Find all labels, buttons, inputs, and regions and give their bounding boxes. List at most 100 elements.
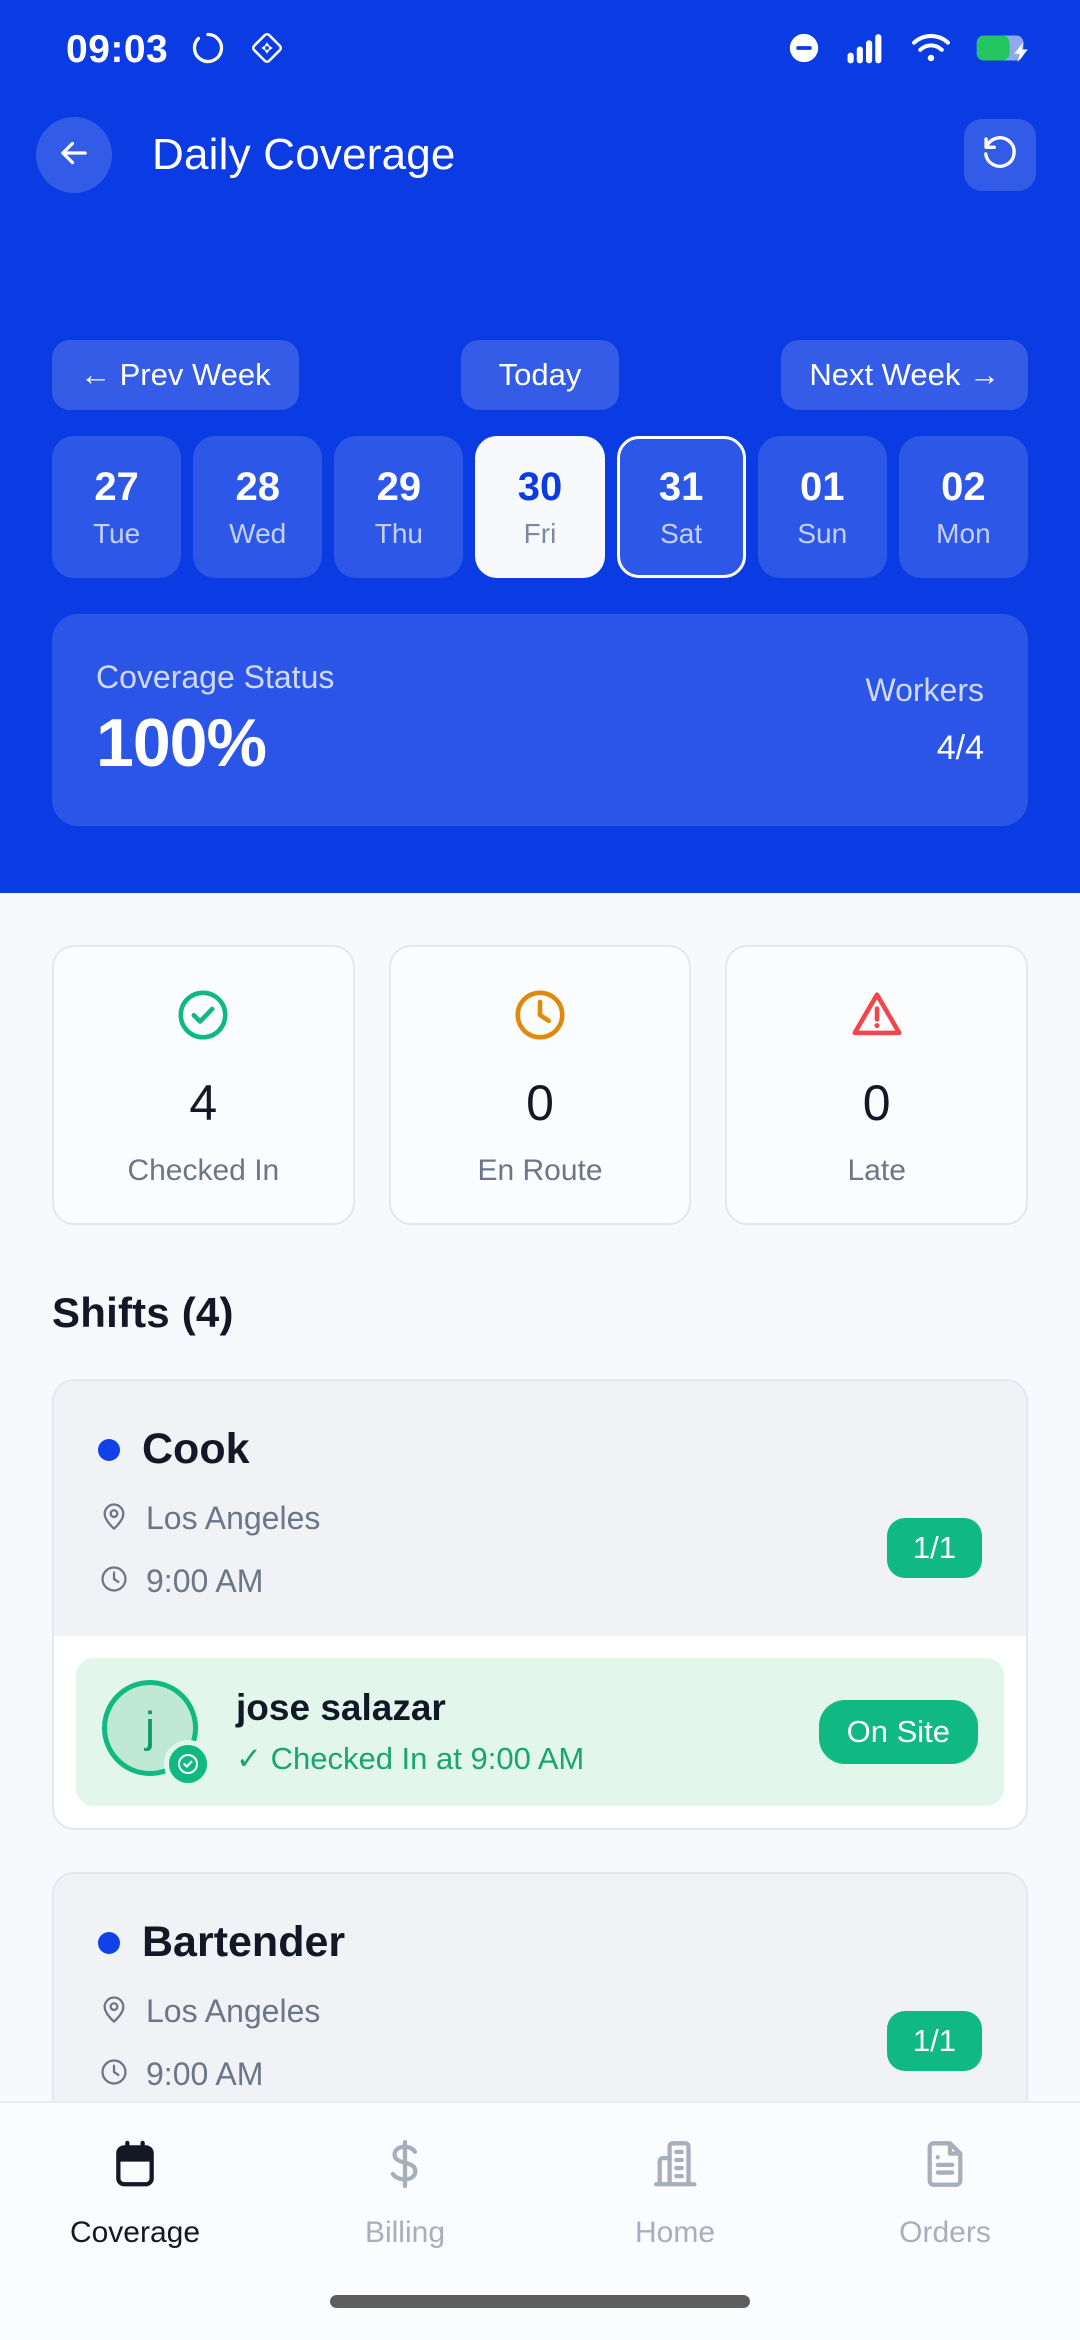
nav-label: Coverage <box>69 2215 201 2249</box>
shift-header[interactable]: Bartender Los Angeles 9:00 AM 1/1 <box>54 1874 1026 2101</box>
shift-card[interactable]: Cook Los Angeles 9:00 AM 1/1 j jose salazar ✓ … <box>52 1379 1028 1830</box>
dollar-icon <box>378 2137 432 2196</box>
nav-label: Home <box>634 2215 716 2249</box>
date-cell-02[interactable]: 02 Mon <box>898 436 1028 578</box>
coverage-left: Coverage Status 100% <box>96 659 334 782</box>
refresh-button[interactable] <box>964 119 1036 191</box>
workers-label: Workers <box>865 672 984 708</box>
status-bar-right <box>787 31 1032 70</box>
nav-item-orders[interactable]: Orders <box>810 2137 1080 2250</box>
building-icon <box>648 2137 702 2196</box>
stat-label: En Route <box>477 1154 603 1187</box>
shift-fill-ratio-badge: 1/1 <box>886 1518 982 1578</box>
wifi-icon <box>911 32 951 69</box>
week-navigation: ← Prev Week Today Next Week → <box>0 340 1080 410</box>
bottom-navigation: Coverage Billing Home Orders <box>0 2101 1080 2340</box>
date-number: 30 <box>517 464 563 509</box>
worker-checkin-status: ✓ Checked In at 9:00 AM <box>236 1741 585 1776</box>
content-scroll-area[interactable]: 4 Checked In 0 En Route 0 Late Shifts (4) Coo… <box>0 893 1080 2101</box>
shift-status-dot <box>98 1931 120 1954</box>
workers-value: 4/4 <box>936 729 984 767</box>
loading-spinner-icon <box>190 30 226 71</box>
shift-fill-ratio-badge: 1/1 <box>886 2011 982 2071</box>
shift-time: 9:00 AM <box>146 2056 264 2092</box>
stat-value: 0 <box>526 1075 554 1131</box>
shift-location-row: Los Angeles <box>98 1500 982 1537</box>
location-pin-icon <box>98 1993 130 2030</box>
date-cell-29[interactable]: 29 Thu <box>334 436 464 578</box>
app-header: Daily Coverage <box>0 100 1080 210</box>
date-number: 01 <box>800 464 845 509</box>
home-indicator <box>330 2295 750 2308</box>
stat-value: 0 <box>862 1075 891 1131</box>
stat-card-checked-in[interactable]: 4 Checked In <box>52 945 355 1225</box>
nav-item-billing[interactable]: Billing <box>270 2137 540 2250</box>
coverage-status-label: Coverage Status <box>96 658 335 695</box>
checked-in-badge-icon <box>164 1740 212 1788</box>
do-not-disturb-icon <box>787 31 821 70</box>
nav-item-home[interactable]: Home <box>540 2137 810 2250</box>
shift-header[interactable]: Cook Los Angeles 9:00 AM 1/1 <box>54 1381 1026 1636</box>
date-cell-27[interactable]: 27 Tue <box>52 436 182 578</box>
date-number: 31 <box>658 464 704 509</box>
shifts-heading: Shifts (4) <box>52 1289 234 1336</box>
prev-week-button[interactable]: ← Prev Week <box>52 340 299 410</box>
coverage-right: Workers 4/4 <box>865 672 984 768</box>
shift-card[interactable]: Bartender Los Angeles 9:00 AM 1/1 <box>52 1872 1028 2101</box>
status-bar: 09:03 <box>0 0 1080 100</box>
stat-value: 4 <box>189 1075 218 1131</box>
clock-icon <box>98 1563 130 1600</box>
shift-status-dot <box>98 1438 120 1461</box>
stat-cards: 4 Checked In 0 En Route 0 Late <box>0 893 1080 1225</box>
avatar: j <box>102 1680 212 1788</box>
shift-location: Los Angeles <box>146 1500 321 1536</box>
shift-role-name: Bartender <box>142 1918 346 1966</box>
shift-time-row: 9:00 AM <box>98 1563 982 1600</box>
shift-list: Cook Los Angeles 9:00 AM 1/1 j jose salazar ✓ … <box>0 1379 1080 2101</box>
date-weekday: Tue <box>92 517 141 549</box>
date-number: 27 <box>94 464 139 509</box>
coverage-status-card: Coverage Status 100% Workers 4/4 <box>52 614 1028 826</box>
blue-header-region: 09:03 <box>0 0 1080 893</box>
status-bar-clock: 09:03 <box>66 28 169 71</box>
shift-role-name: Cook <box>142 1425 250 1473</box>
document-icon <box>918 2137 972 2196</box>
stat-label: Late <box>847 1154 906 1187</box>
calendar-icon <box>108 2137 162 2196</box>
shift-location-row: Los Angeles <box>98 1993 982 2030</box>
nav-label: Billing <box>364 2215 446 2249</box>
stat-card-late[interactable]: 0 Late <box>725 945 1029 1225</box>
worker-status-pill: On Site <box>818 1700 978 1764</box>
refresh-icon <box>981 134 1019 177</box>
coverage-percent: 100% <box>96 704 267 781</box>
worker-row[interactable]: j jose salazar ✓ Checked In at 9:00 AM On S… <box>76 1658 1004 1806</box>
back-button[interactable] <box>36 117 112 193</box>
next-week-button[interactable]: Next Week → <box>781 340 1028 410</box>
clock-icon <box>98 2056 130 2093</box>
clock-icon <box>511 982 569 1048</box>
date-cell-01[interactable]: 01 Sun <box>757 436 887 578</box>
nav-item-coverage[interactable]: Coverage <box>0 2137 270 2250</box>
date-weekday: Fri <box>523 517 557 549</box>
page-title: Daily Coverage <box>152 130 456 179</box>
status-bar-left: 09:03 <box>66 28 286 72</box>
date-number: 28 <box>235 464 280 509</box>
today-button[interactable]: Today <box>460 340 620 410</box>
stat-card-en-route[interactable]: 0 En Route <box>388 945 692 1225</box>
shift-time: 9:00 AM <box>146 1563 264 1599</box>
shift-time-row: 9:00 AM <box>98 2056 982 2093</box>
warning-triangle-icon <box>848 982 906 1048</box>
cellular-signal-icon <box>846 32 886 69</box>
date-cell-31[interactable]: 31 Sat <box>616 436 746 578</box>
date-cell-28[interactable]: 28 Wed <box>193 436 323 578</box>
date-weekday: Wed <box>229 517 287 549</box>
shift-location: Los Angeles <box>146 1993 321 2029</box>
battery-charging-icon <box>976 32 1032 69</box>
shift-worker-list: j jose salazar ✓ Checked In at 9:00 AM On S… <box>54 1636 1026 1828</box>
location-pin-icon <box>98 1500 130 1537</box>
date-weekday: Mon <box>936 517 991 549</box>
date-cell-30[interactable]: 30 Fri <box>475 436 605 578</box>
stat-label: Checked In <box>127 1154 280 1187</box>
date-weekday: Thu <box>374 517 423 549</box>
